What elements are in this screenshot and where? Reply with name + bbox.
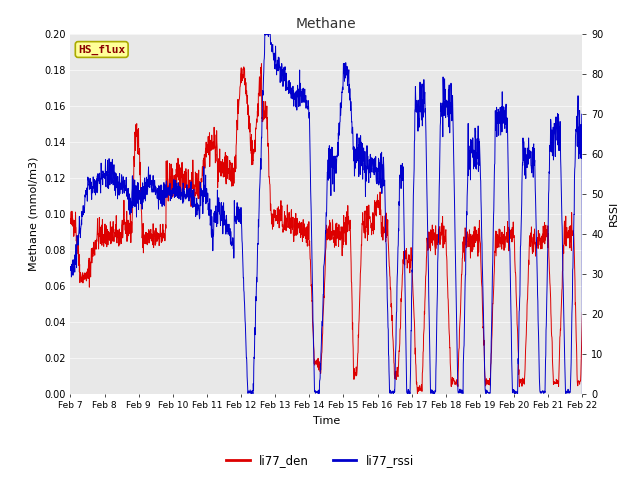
Legend: li77_den, li77_rssi: li77_den, li77_rssi xyxy=(221,449,419,472)
Title: Methane: Methane xyxy=(296,17,356,31)
Y-axis label: Methane (mmol/m3): Methane (mmol/m3) xyxy=(29,156,38,271)
Y-axis label: RSSI: RSSI xyxy=(609,201,620,226)
Text: HS_flux: HS_flux xyxy=(78,44,125,55)
X-axis label: Time: Time xyxy=(313,416,340,426)
